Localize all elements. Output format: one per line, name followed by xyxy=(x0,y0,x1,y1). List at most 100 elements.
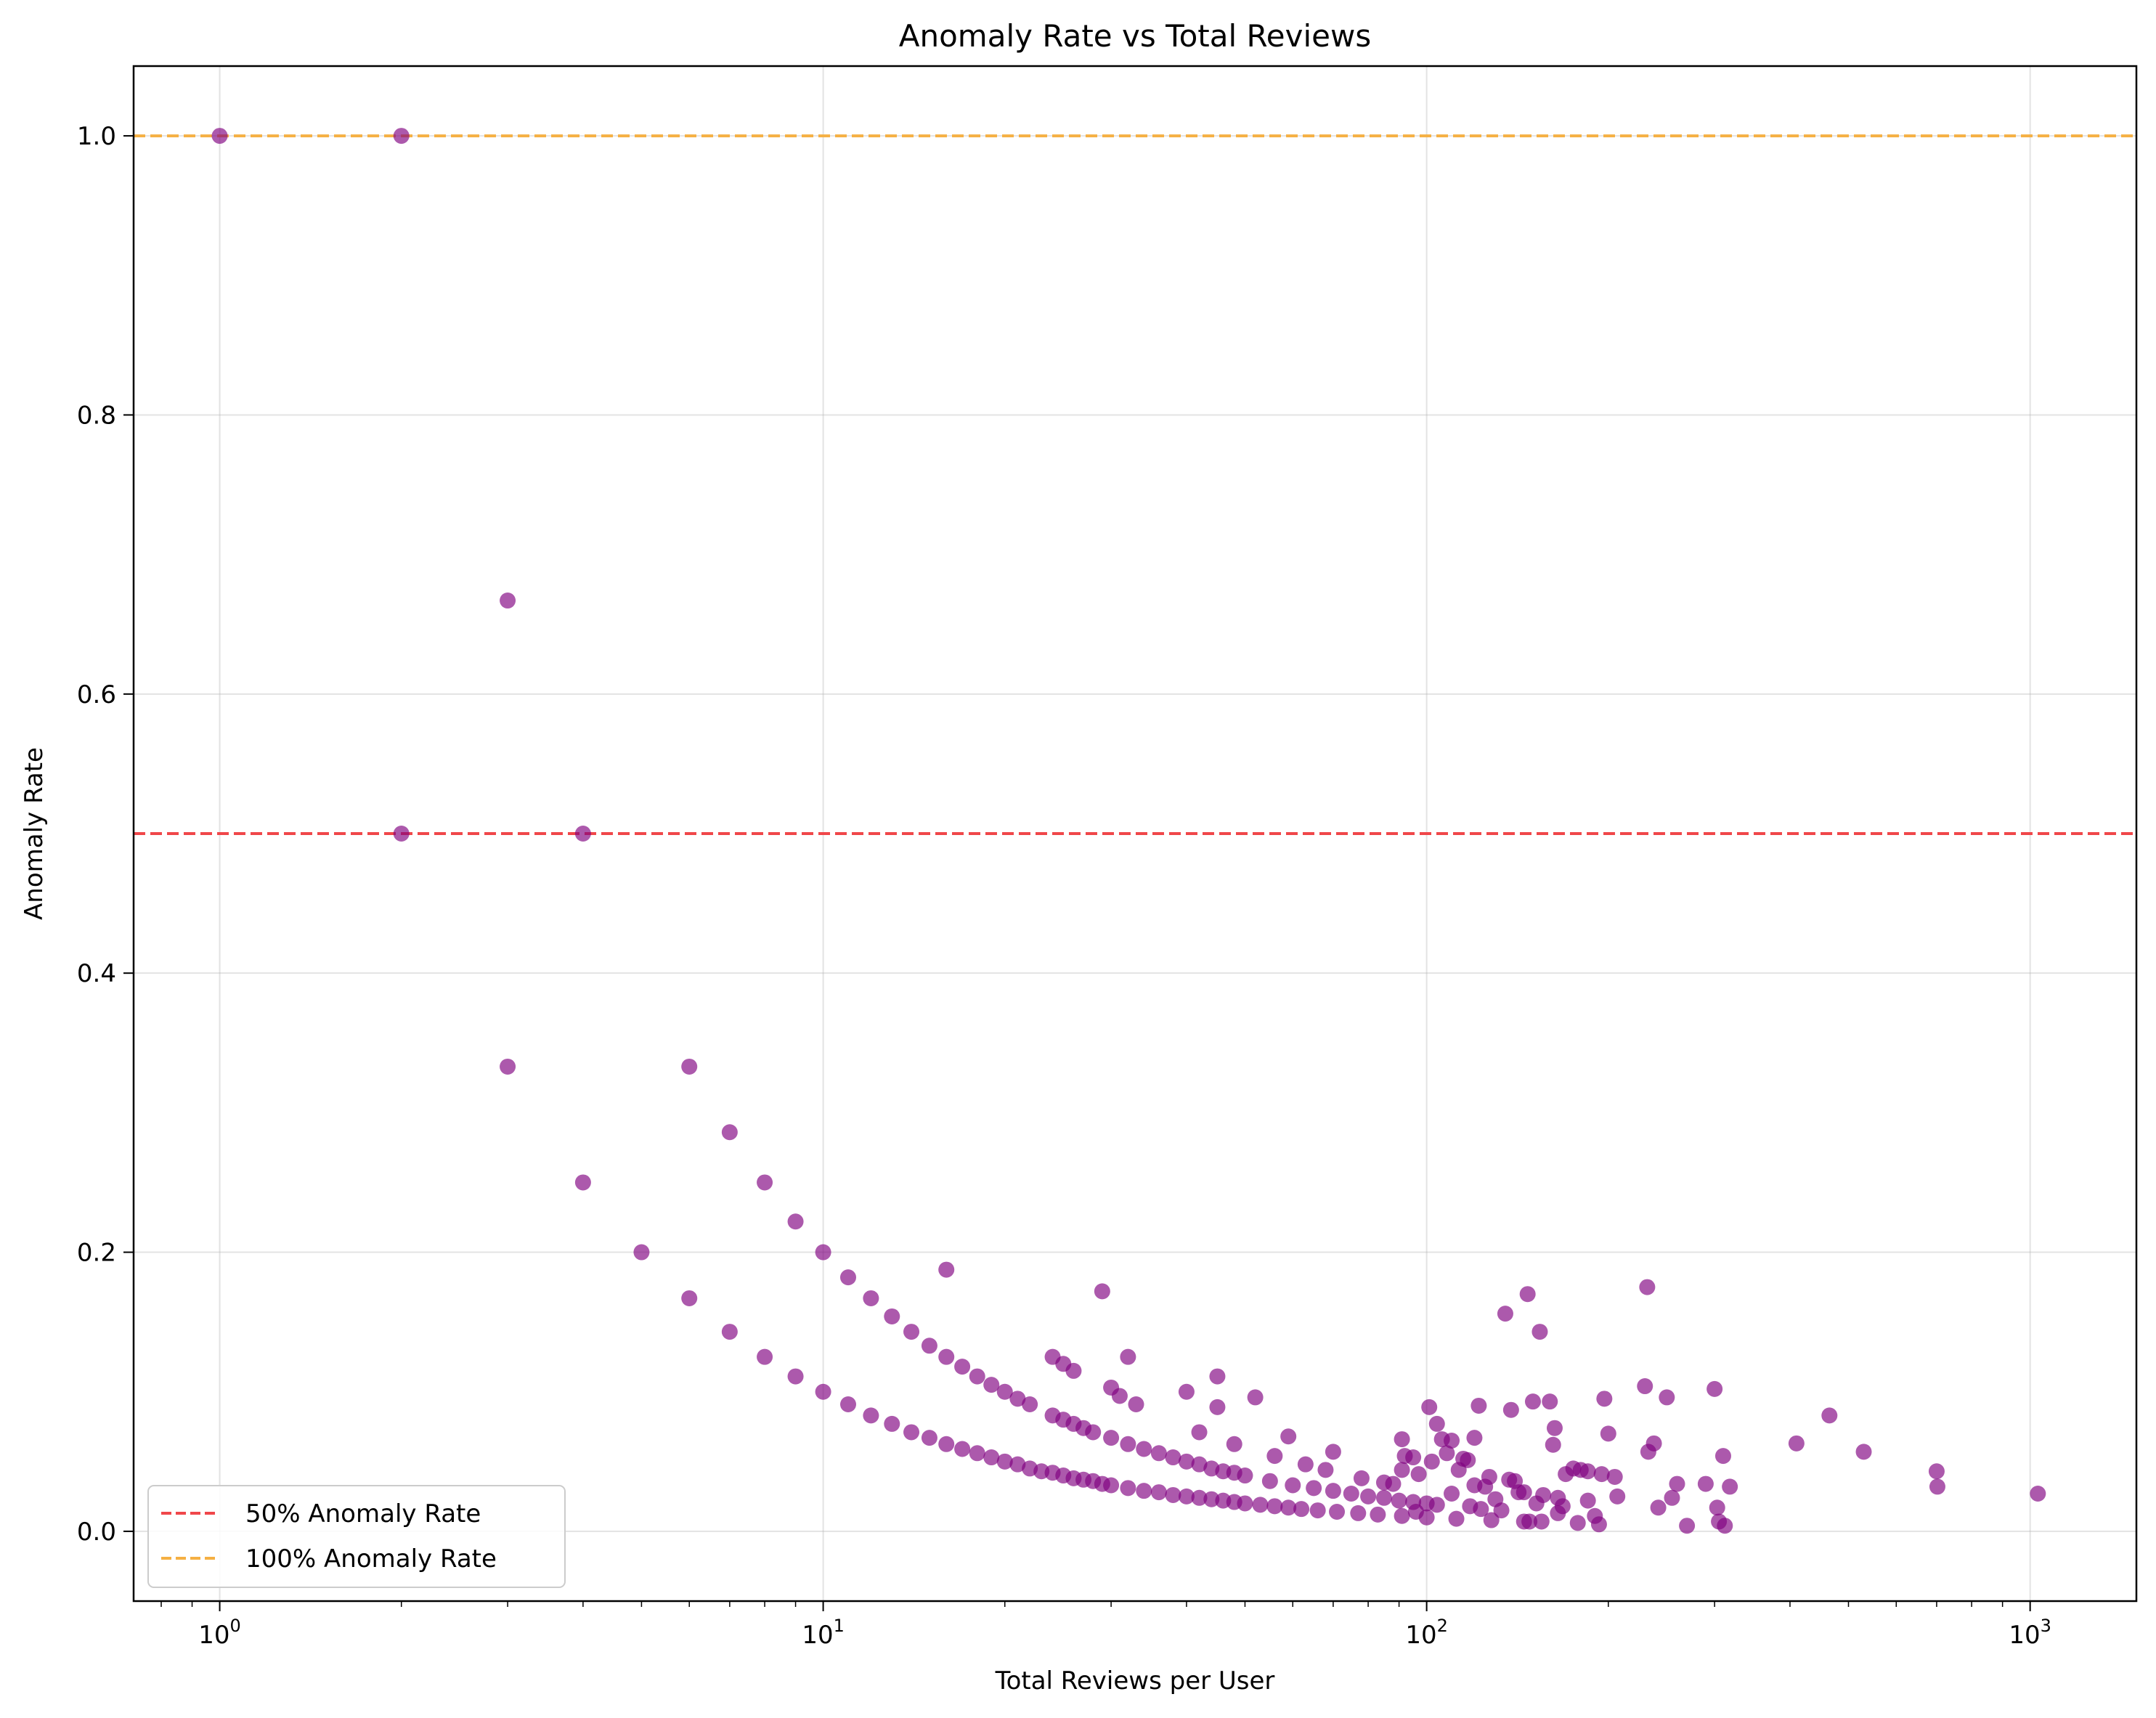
data-point xyxy=(1650,1499,1667,1516)
y-tick-label: 0.6 xyxy=(77,680,116,709)
data-point xyxy=(1707,1380,1723,1397)
data-point xyxy=(1593,1466,1610,1483)
data-point xyxy=(938,1261,955,1278)
data-point xyxy=(1679,1518,1696,1534)
data-point xyxy=(884,1308,900,1324)
data-point xyxy=(1306,1480,1322,1497)
data-point xyxy=(1266,1498,1283,1515)
data-point xyxy=(1317,1462,1334,1478)
data-point xyxy=(1237,1467,1253,1484)
data-point xyxy=(1178,1383,1195,1400)
data-point xyxy=(574,1174,591,1191)
data-point xyxy=(1444,1486,1460,1502)
data-point xyxy=(1128,1396,1144,1413)
data-point xyxy=(1646,1435,1662,1452)
data-point xyxy=(996,1383,1013,1400)
data-point xyxy=(1103,1430,1120,1446)
data-point xyxy=(1120,1436,1136,1452)
data-point xyxy=(1343,1486,1359,1502)
data-point xyxy=(1120,1480,1136,1497)
legend-label-50-percent: 50% Anomaly Rate xyxy=(245,1499,481,1528)
data-point xyxy=(1483,1512,1500,1528)
legend-label-100-percent: 100% Anomaly Rate xyxy=(245,1544,497,1574)
data-point xyxy=(839,1269,856,1286)
data-point xyxy=(1423,1453,1440,1470)
data-point xyxy=(1329,1504,1346,1520)
x-axis-ticks: 100 101 102 103 xyxy=(160,1601,2051,1650)
data-point xyxy=(1237,1495,1253,1512)
data-point xyxy=(1191,1424,1208,1441)
data-point xyxy=(1545,1436,1561,1453)
data-point xyxy=(1709,1499,1725,1516)
data-point xyxy=(815,1244,831,1261)
data-point xyxy=(839,1396,856,1413)
data-point xyxy=(1325,1444,1341,1460)
data-point xyxy=(1579,1463,1596,1480)
data-point xyxy=(757,1174,773,1191)
data-point xyxy=(1639,1279,1656,1295)
data-point xyxy=(1596,1391,1613,1407)
data-point xyxy=(1165,1449,1181,1466)
data-point xyxy=(1391,1492,1407,1509)
data-point xyxy=(954,1441,971,1457)
data-point xyxy=(903,1424,920,1441)
y-tick-label: 0.4 xyxy=(77,959,116,988)
data-point xyxy=(1178,1488,1195,1505)
data-point xyxy=(969,1368,985,1385)
data-point xyxy=(1209,1399,1226,1415)
data-point xyxy=(1466,1430,1483,1446)
data-point xyxy=(938,1348,955,1365)
data-point xyxy=(1929,1478,1945,1495)
data-point xyxy=(500,593,516,609)
data-point xyxy=(1531,1324,1548,1340)
axes-frame xyxy=(132,65,2138,1603)
data-point xyxy=(1360,1488,1377,1505)
data-point xyxy=(969,1445,985,1462)
data-point xyxy=(1542,1393,1558,1410)
data-point xyxy=(921,1338,937,1354)
data-point xyxy=(1444,1432,1460,1449)
data-point xyxy=(1524,1393,1541,1410)
data-point xyxy=(954,1359,971,1375)
data-point xyxy=(1280,1428,1297,1445)
data-point xyxy=(1405,1449,1422,1466)
data-point xyxy=(1261,1473,1278,1489)
data-point xyxy=(1600,1425,1616,1442)
data-point xyxy=(1394,1431,1410,1448)
data-point xyxy=(921,1430,937,1446)
data-point xyxy=(1120,1348,1136,1365)
data-point xyxy=(721,1324,738,1340)
data-point xyxy=(1136,1483,1152,1499)
data-point xyxy=(1516,1484,1532,1501)
data-point xyxy=(1428,1415,1445,1432)
data-point xyxy=(681,1290,698,1306)
data-point xyxy=(1470,1397,1487,1414)
data-point xyxy=(1928,1463,1945,1480)
data-point xyxy=(1821,1407,1838,1424)
data-point xyxy=(1191,1489,1208,1506)
data-point xyxy=(1669,1475,1685,1492)
chart-title: Anomaly Rate vs Total Reviews xyxy=(899,18,1372,54)
data-point xyxy=(1375,1489,1392,1506)
legend: 50% Anomaly Rate 100% Anomaly Rate xyxy=(147,1485,566,1588)
data-point xyxy=(1165,1486,1181,1503)
data-point xyxy=(1353,1470,1370,1486)
data-point xyxy=(1493,1502,1510,1519)
x-tick-label: 100 xyxy=(198,1616,241,1650)
data-point xyxy=(757,1348,773,1365)
data-point xyxy=(1247,1389,1264,1406)
data-point xyxy=(1535,1486,1552,1503)
legend-box xyxy=(147,1485,566,1588)
data-point xyxy=(863,1407,879,1424)
data-point xyxy=(1252,1497,1269,1513)
data-point xyxy=(1714,1448,1731,1465)
data-point xyxy=(211,128,228,144)
data-point xyxy=(1579,1492,1596,1509)
data-point xyxy=(721,1124,738,1141)
y-axis-ticks: 0.0 0.2 0.4 0.6 0.8 1.0 xyxy=(77,122,134,1547)
data-point xyxy=(1428,1497,1445,1513)
data-point xyxy=(2030,1486,2046,1502)
data-point xyxy=(1717,1518,1733,1534)
data-point xyxy=(903,1324,920,1340)
